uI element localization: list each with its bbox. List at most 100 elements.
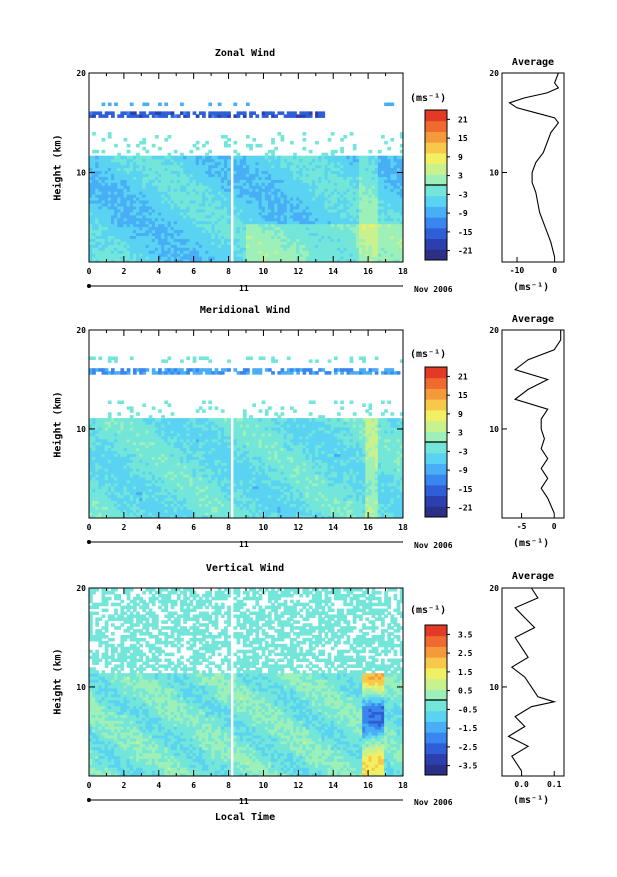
heatmap-cell bbox=[180, 220, 184, 225]
heatmap-cell bbox=[368, 164, 373, 169]
heatmap-cell bbox=[161, 211, 165, 216]
heatmap-cell bbox=[180, 152, 184, 157]
heatmap-cell bbox=[120, 421, 125, 425]
heatmap-cell bbox=[107, 211, 112, 216]
heatmap-cell bbox=[104, 424, 109, 428]
heatmap-cell bbox=[148, 450, 153, 454]
heatmap-cell bbox=[227, 179, 231, 183]
heatmap-cell bbox=[161, 500, 165, 504]
heatmap-cell bbox=[95, 194, 100, 198]
heatmap-cell bbox=[308, 253, 313, 257]
heatmap-cell bbox=[154, 509, 159, 513]
heatmap-cell bbox=[252, 229, 257, 234]
heatmap-cell bbox=[359, 256, 363, 260]
heatmap-cell bbox=[95, 459, 100, 463]
heatmap-cell bbox=[343, 170, 348, 175]
heatmap-cell bbox=[249, 235, 253, 239]
heatmap-cell bbox=[195, 253, 200, 257]
heatmap-cell bbox=[132, 435, 137, 440]
heatmap-cell bbox=[343, 247, 348, 251]
heatmap-cell bbox=[321, 194, 326, 198]
heatmap-cell bbox=[289, 232, 294, 237]
heatmap-cell bbox=[161, 173, 165, 177]
heatmap-cell bbox=[101, 137, 106, 142]
heatmap-cell bbox=[164, 485, 169, 490]
heatmap-cell bbox=[289, 202, 294, 207]
heatmap-cell bbox=[371, 226, 376, 231]
heatmap-cell bbox=[101, 426, 106, 431]
heatmap-cell bbox=[333, 220, 338, 225]
heatmap-cell bbox=[92, 500, 96, 504]
heatmap-cell bbox=[154, 229, 159, 234]
heatmap-cell bbox=[362, 158, 366, 163]
heatmap-cell bbox=[387, 253, 392, 257]
heatmap-cell bbox=[308, 161, 313, 166]
heatmap-cell bbox=[390, 199, 395, 204]
heatmap-cell bbox=[202, 114, 206, 118]
heatmap-cell bbox=[337, 229, 341, 234]
heatmap-cell bbox=[302, 244, 307, 248]
heatmap-cell bbox=[173, 512, 178, 516]
heatmap-cell bbox=[129, 473, 134, 478]
heatmap-cell bbox=[170, 155, 175, 160]
heatmap-cell bbox=[299, 217, 304, 222]
heatmap-cell bbox=[117, 450, 121, 454]
heatmap-cell bbox=[176, 232, 181, 237]
heatmap-cell bbox=[195, 223, 200, 228]
heatmap-cell bbox=[151, 491, 156, 496]
heatmap-cell bbox=[104, 479, 109, 484]
heatmap-cell bbox=[154, 220, 159, 225]
heatmap-cell bbox=[399, 223, 403, 228]
heatmap-cell bbox=[95, 259, 100, 262]
heatmap-cell bbox=[396, 229, 401, 234]
heatmap-cell bbox=[95, 199, 100, 204]
heatmap-cell bbox=[246, 259, 250, 262]
heatmap-cell bbox=[183, 194, 187, 198]
heatmap-cell bbox=[236, 241, 241, 245]
heatmap-cell bbox=[92, 356, 96, 360]
heatmap-cell bbox=[145, 497, 150, 501]
heatmap-cell bbox=[233, 259, 238, 262]
heatmap-cell bbox=[258, 235, 263, 239]
heatmap-cell bbox=[368, 173, 373, 177]
heatmap-cell bbox=[176, 229, 181, 234]
heatmap-cell bbox=[117, 503, 121, 507]
heatmap-cell bbox=[117, 488, 121, 493]
heatmap-cell bbox=[158, 211, 162, 216]
heatmap-cell bbox=[180, 235, 184, 239]
heatmap-cell bbox=[359, 232, 363, 237]
heatmap-cell bbox=[161, 435, 165, 440]
heatmap-cell bbox=[186, 465, 191, 469]
heatmap-cell bbox=[362, 179, 366, 183]
heatmap-cell bbox=[151, 244, 156, 248]
heatmap-cell bbox=[92, 217, 96, 222]
heatmap-cell bbox=[167, 371, 172, 375]
heatmap-cell bbox=[104, 447, 109, 452]
heatmap-cell bbox=[280, 111, 285, 115]
heatmap-cell bbox=[170, 161, 175, 166]
heatmap-cell bbox=[359, 238, 363, 242]
heatmap-cell bbox=[217, 164, 222, 169]
heatmap-cell bbox=[170, 497, 175, 501]
heatmap-cell bbox=[95, 161, 100, 166]
heatmap-cell bbox=[267, 214, 272, 219]
heatmap-cell bbox=[198, 229, 203, 234]
heatmap-cell bbox=[252, 185, 257, 189]
heatmap-cell bbox=[151, 223, 156, 228]
heatmap-cell bbox=[399, 226, 403, 231]
heatmap-cell bbox=[224, 223, 228, 228]
heatmap-cell bbox=[327, 202, 332, 207]
heatmap-cell bbox=[393, 191, 398, 195]
heatmap-cell bbox=[318, 179, 322, 183]
heatmap-cell bbox=[136, 479, 140, 484]
heatmap-cell bbox=[305, 197, 310, 201]
heatmap-cell bbox=[132, 473, 137, 478]
heatmap-cell bbox=[308, 199, 313, 204]
heatmap-cell bbox=[107, 161, 112, 166]
heatmap-cell bbox=[311, 197, 316, 201]
heatmap-cell bbox=[158, 435, 162, 440]
heatmap-cell bbox=[173, 494, 178, 499]
heatmap-cell bbox=[164, 468, 169, 472]
heatmap-cell bbox=[352, 143, 357, 148]
heatmap-cell bbox=[123, 176, 128, 180]
